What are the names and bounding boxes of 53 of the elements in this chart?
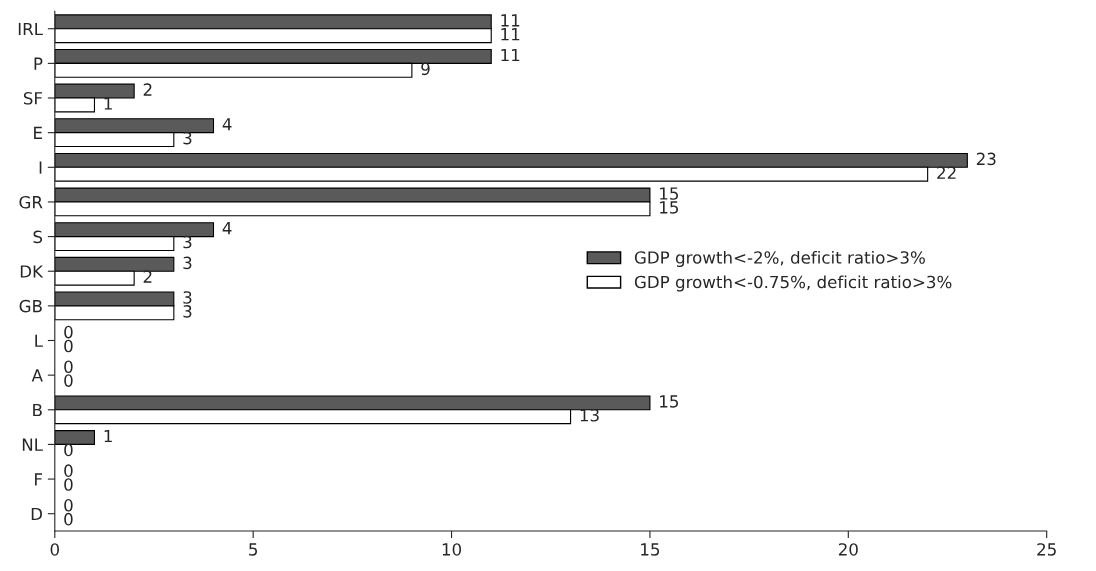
y-tick-label: I xyxy=(39,161,42,174)
data-label: 2 xyxy=(143,270,152,283)
data-label: 11 xyxy=(501,14,520,27)
y-tick-label: SF xyxy=(23,91,43,105)
data-label: 0 xyxy=(64,374,73,387)
x-tick-label: 15 xyxy=(641,543,660,556)
y-tick-label: NL xyxy=(22,438,43,451)
x-tick-label: 20 xyxy=(838,543,858,556)
data-label: 0 xyxy=(64,512,73,526)
data-label: 1 xyxy=(104,429,112,443)
y-tick-label: GB xyxy=(19,299,42,313)
legend-label: GDP growth<-2%, deficit ratio>3% xyxy=(634,250,925,268)
data-label: 11 xyxy=(501,48,520,62)
x-tick-label: 25 xyxy=(1037,543,1056,556)
y-tick-label: IRL xyxy=(18,22,43,36)
y-tick-label: A xyxy=(31,369,43,382)
x-tick-label: 10 xyxy=(442,543,462,556)
data-label: 3 xyxy=(183,235,192,249)
data-label: 22 xyxy=(937,166,956,179)
y-tick-label: E xyxy=(34,126,42,139)
data-label: 2 xyxy=(143,83,152,96)
data-label: 11 xyxy=(501,28,520,41)
data-label: 23 xyxy=(976,152,996,166)
y-tick-label: GR xyxy=(19,195,43,209)
data-label: 15 xyxy=(660,201,679,214)
bar xyxy=(54,430,96,445)
data-label: 3 xyxy=(183,256,192,270)
data-label: 9 xyxy=(421,62,430,76)
x-tick-label: 5 xyxy=(249,543,258,556)
y-tick-label: S xyxy=(33,230,43,244)
data-label: 0 xyxy=(64,325,73,339)
data-label: 15 xyxy=(660,395,679,408)
data-label: 0 xyxy=(64,464,73,477)
data-label: 15 xyxy=(660,187,679,200)
data-label: 3 xyxy=(183,131,192,145)
data-label: 0 xyxy=(64,499,73,512)
y-tick-label: D xyxy=(31,507,43,521)
legend-label: GDP growth<-0.75%, deficit ratio>3% xyxy=(634,275,952,292)
y-tick-label: F xyxy=(35,473,43,486)
data-label: 0 xyxy=(64,478,73,491)
y-tick-label: L xyxy=(35,334,43,347)
data-label: 0 xyxy=(64,443,73,457)
x-tick-label: 0 xyxy=(50,543,59,556)
data-label: 3 xyxy=(183,305,192,318)
data-label: 0 xyxy=(64,360,73,374)
data-label: 0 xyxy=(64,339,73,353)
data-label: 1 xyxy=(104,97,112,110)
data-label: 3 xyxy=(183,291,192,304)
y-tick-label: B xyxy=(33,403,42,417)
y-tick-label: DK xyxy=(20,265,44,278)
y-tick-label: P xyxy=(34,57,43,70)
data-label: 4 xyxy=(222,118,232,131)
data-label: 4 xyxy=(222,222,232,235)
